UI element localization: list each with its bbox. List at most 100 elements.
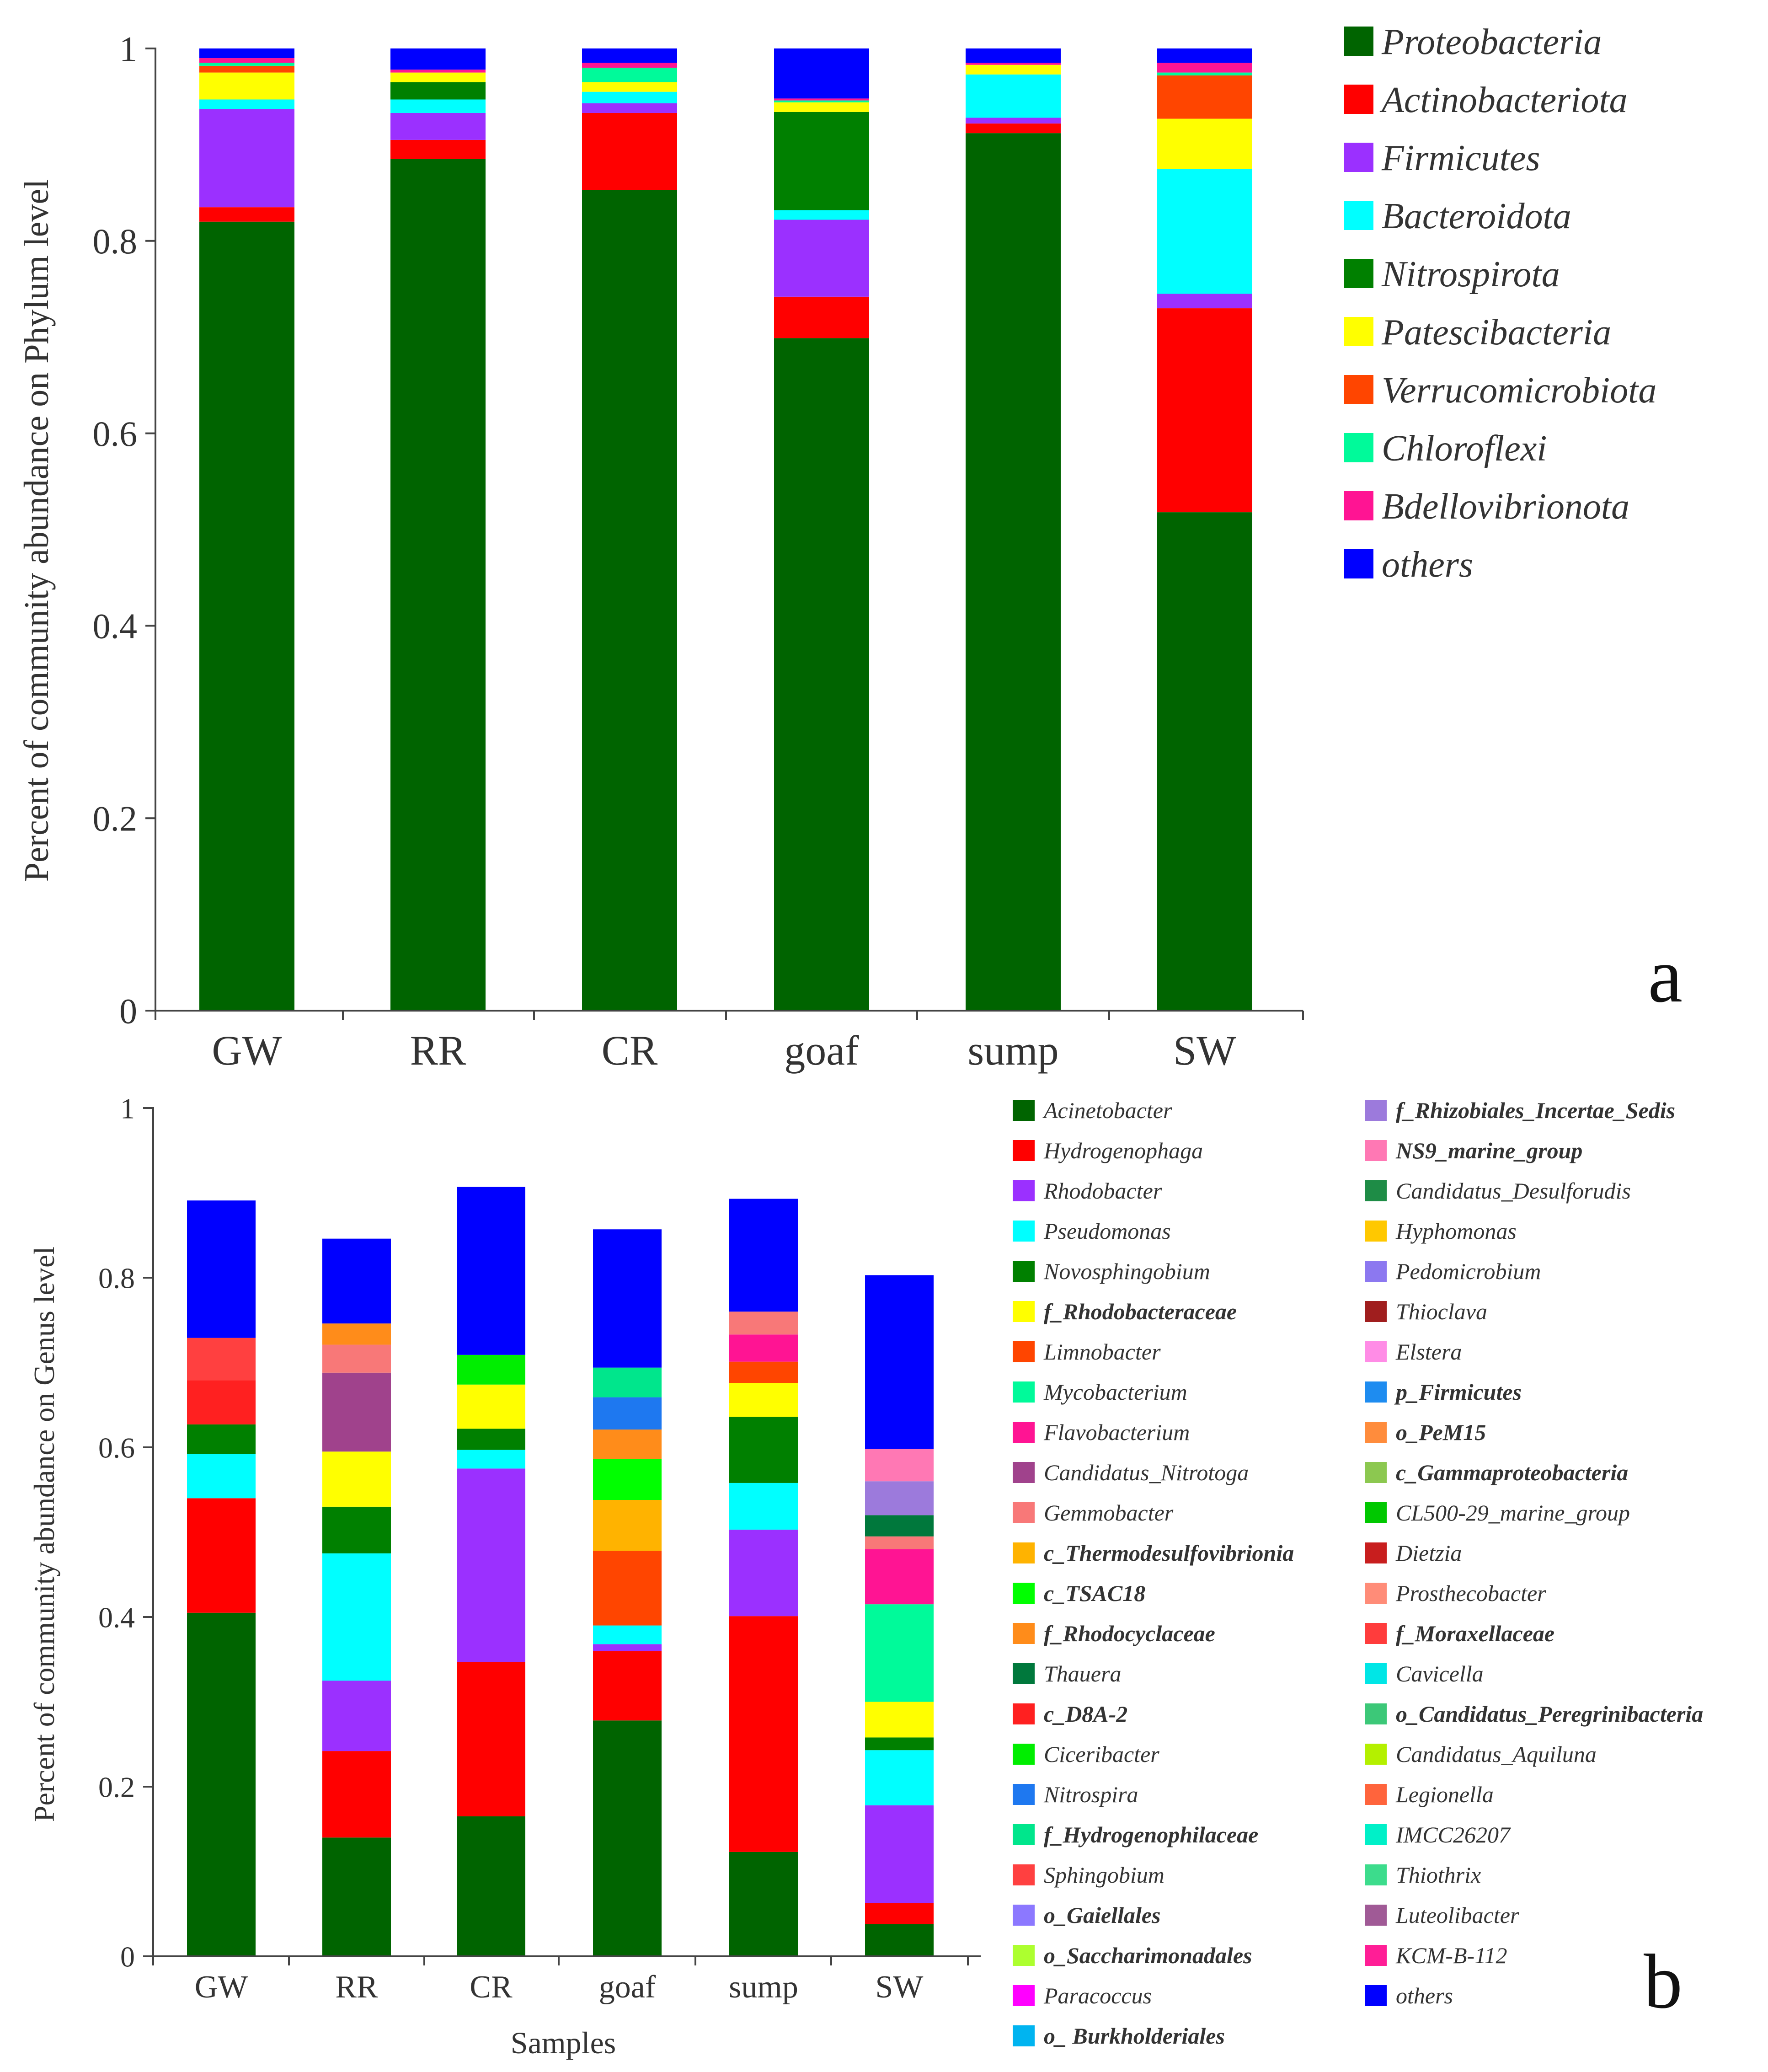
genus-legend-swatch-c-d8a-2 — [1013, 1703, 1035, 1724]
genus-legend-swatch-thiothrix — [1365, 1864, 1387, 1885]
a-y-tick-label: 1 — [119, 29, 137, 69]
genus-legend-label-kcm-b-112: KCM-B-112 — [1395, 1943, 1507, 1968]
a-bar-sw-bdellovibrionota — [1157, 63, 1252, 73]
a-bar-goaf-actinobacteriota — [774, 296, 869, 338]
genus-legend-label-ns9-marine-group: NS9_marine_group — [1395, 1138, 1582, 1163]
a-y-tick-label: 0 — [119, 991, 137, 1031]
b-y-tick-label: 0 — [120, 1940, 135, 1973]
a-x-tick-label-sump: sump — [967, 1027, 1058, 1074]
b-bar-goaf-hydrogenophaga — [593, 1651, 662, 1721]
genus-legend-swatch-c-tsac18 — [1013, 1583, 1035, 1604]
phylum-legend-label-patescibacteria: Patescibacteria — [1381, 312, 1611, 353]
b-y-tick-label: 0.4 — [98, 1601, 135, 1633]
a-bar-sump-bdellovibrionota — [966, 63, 1061, 65]
b-bar-rr-others — [322, 1238, 391, 1324]
a-bar-gw-patescibacteria — [199, 72, 294, 100]
genus-legend-swatch-candidatus-desulforudis — [1365, 1180, 1387, 1201]
genus-legend-label-f-rhizobiales-incertae-sedis: f_Rhizobiales_Incertae_Sedis — [1396, 1098, 1675, 1123]
genus-legend-label-imcc26207: IMCC26207 — [1395, 1822, 1511, 1847]
genus-legend-swatch-f-hydrogenophilaceae — [1013, 1824, 1035, 1845]
a-bar-sw-patescibacteria — [1157, 118, 1252, 169]
genus-legend-swatch-c-thermodesulfovibrionia — [1013, 1542, 1035, 1563]
genus-legend-label-hyphomonas: Hyphomonas — [1395, 1218, 1517, 1244]
genus-legend-swatch-limnobacter — [1013, 1341, 1035, 1362]
b-bar-sump-acinetobacter — [729, 1852, 798, 1956]
a-bar-sw-chloroflexi — [1157, 72, 1252, 75]
a-bar-sw-actinobacteriota — [1157, 308, 1252, 513]
genus-legend-label-p-firmicutes: p_Firmicutes — [1394, 1379, 1522, 1405]
genus-legend-swatch-pedomicrobium — [1365, 1261, 1387, 1282]
genus-legend-swatch-f-moraxellaceae — [1365, 1623, 1387, 1644]
a-bar-cr-bacteroidota — [582, 91, 677, 103]
b-bar-sump-others — [729, 1199, 798, 1312]
phylum-legend-swatch-patescibacteria — [1344, 317, 1373, 346]
genus-legend-label-dietzia: Dietzia — [1395, 1540, 1462, 1566]
b-x-tick-label-goaf: goaf — [599, 1970, 656, 2005]
genus-legend-label-flavobacterium: Flavobacterium — [1043, 1419, 1190, 1445]
a-bar-gw-verrucomicrobiota — [199, 65, 294, 73]
b-x-tick-label-sw: SW — [876, 1970, 924, 2005]
genus-legend-label-nitrospira: Nitrospira — [1043, 1782, 1138, 1807]
a-bar-sw-bacteroidota — [1157, 169, 1252, 294]
a-bar-gw-bacteroidota — [199, 99, 294, 109]
a-bar-gw-proteobacteria — [199, 221, 294, 1011]
phylum-bars — [199, 48, 1252, 1011]
phylum-legend-label-verrucomicrobiota: Verrucomicrobiota — [1382, 370, 1656, 411]
genus-legend-label-f-hydrogenophilaceae: f_Hydrogenophilaceae — [1044, 1822, 1258, 1847]
genus-legend-label-candidatus-nitrotoga: Candidatus_Nitrotoga — [1044, 1460, 1249, 1485]
b-bar-cr-others — [457, 1187, 525, 1355]
b-bar-goaf-others — [593, 1229, 662, 1368]
phylum-legend-swatch-bacteroidota — [1344, 201, 1373, 230]
a-bar-gw-firmicutes — [199, 109, 294, 208]
genus-legend-label-c-tsac18: c_TSAC18 — [1044, 1580, 1145, 1606]
b-bar-sw-acinetobacter — [865, 1924, 934, 1956]
b-bar-sw-f-rhodobacteraceae — [865, 1702, 934, 1738]
genus-legend-label-pseudomonas: Pseudomonas — [1043, 1218, 1171, 1244]
genus-legend-swatch-novosphingobium — [1013, 1261, 1035, 1282]
a-x-tick-label-goaf: goaf — [784, 1027, 859, 1074]
genus-legend-swatch-cavicella — [1365, 1663, 1387, 1684]
b-x-tick-label-sump: sump — [729, 1970, 798, 2005]
a-bar-cr-bdellovibrionota — [582, 63, 677, 68]
genus-legend-swatch-f-rhizobiales-incertae-sedis — [1365, 1100, 1387, 1121]
a-y-tick-label: 0.4 — [93, 606, 138, 646]
genus-legend-swatch-p-firmicutes — [1365, 1381, 1387, 1403]
a-bar-cr-others — [582, 48, 677, 63]
a-bar-cr-patescibacteria — [582, 82, 677, 92]
a-bar-sw-others — [1157, 48, 1252, 63]
b-bar-sw-ns9-marine-group — [865, 1449, 934, 1482]
b-bar-rr-gemmobacter — [322, 1344, 391, 1373]
a-bar-cr-chloroflexi — [582, 68, 677, 82]
b-x-tick-label-rr: RR — [335, 1970, 378, 2005]
a-bar-sump-bacteroidota — [966, 74, 1061, 118]
phylum-legend-swatch-chloroflexi — [1344, 433, 1373, 462]
genus-axes: 0 0.2 0.4 0.6 0.8 1 GW RR CR goaf sump SW — [98, 1092, 981, 2005]
phylum-y-axis-label: Percent of community abundance on Phylum… — [17, 179, 56, 882]
a-bar-rr-actinobacteriota — [390, 139, 486, 159]
genus-legend-label-c-d8a-2: c_D8A-2 — [1044, 1701, 1127, 1727]
b-bar-rr-candidatus-nitrotoga — [322, 1372, 391, 1452]
genus-legend-swatch-candidatus-aquiluna — [1365, 1744, 1387, 1765]
b-bar-sump-gemmobacter — [729, 1312, 798, 1335]
phylum-chart: 0 0.2 0.4 0.6 0.8 1 GW RR CR goaf sump SW Percent o… — [17, 22, 1683, 1074]
genus-legend-swatch-hyphomonas — [1365, 1221, 1387, 1242]
a-bar-sump-actinobacteriota — [966, 123, 1061, 134]
genus-y-axis-label: Percent of community abundance on Genus … — [28, 1247, 60, 1822]
genus-legend-label-o-pem15: o_PeM15 — [1396, 1419, 1486, 1445]
phylum-legend: Proteobacteria Actinobacteriota Firmicutes… — [1344, 22, 1656, 585]
genus-legend-swatch-ns9-marine-group — [1365, 1140, 1387, 1161]
phylum-legend-label-actinobacteriota: Actinobacteriota — [1379, 80, 1628, 120]
a-x-tick-label-cr: CR — [602, 1027, 658, 1074]
genus-legend-label-candidatus-desulforudis: Candidatus_Desulforudis — [1396, 1178, 1631, 1204]
a-bar-goaf-proteobacteria — [774, 338, 869, 1011]
phylum-legend-swatch-bdellovibrionota — [1344, 491, 1373, 520]
b-bar-sw-flavobacterium — [865, 1549, 934, 1605]
a-bar-cr-actinobacteriota — [582, 112, 677, 190]
b-bar-sump-pseudomonas — [729, 1483, 798, 1530]
genus-legend-swatch-elstera — [1365, 1341, 1387, 1362]
a-bar-goaf-bacteroidota — [774, 210, 869, 220]
a-bar-goaf-others — [774, 48, 869, 99]
genus-legend-swatch-sphingobium — [1013, 1864, 1035, 1885]
panel-label-b: b — [1644, 1938, 1683, 2024]
b-bar-gw-hydrogenophaga — [187, 1498, 256, 1613]
